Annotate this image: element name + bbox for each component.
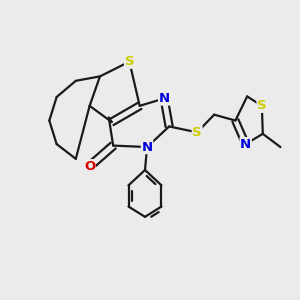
Text: N: N (159, 92, 170, 105)
Text: N: N (142, 141, 153, 154)
Text: S: S (124, 55, 134, 68)
Text: N: N (240, 138, 251, 151)
Text: S: S (257, 99, 267, 112)
Text: S: S (192, 126, 202, 139)
Text: O: O (84, 160, 95, 173)
